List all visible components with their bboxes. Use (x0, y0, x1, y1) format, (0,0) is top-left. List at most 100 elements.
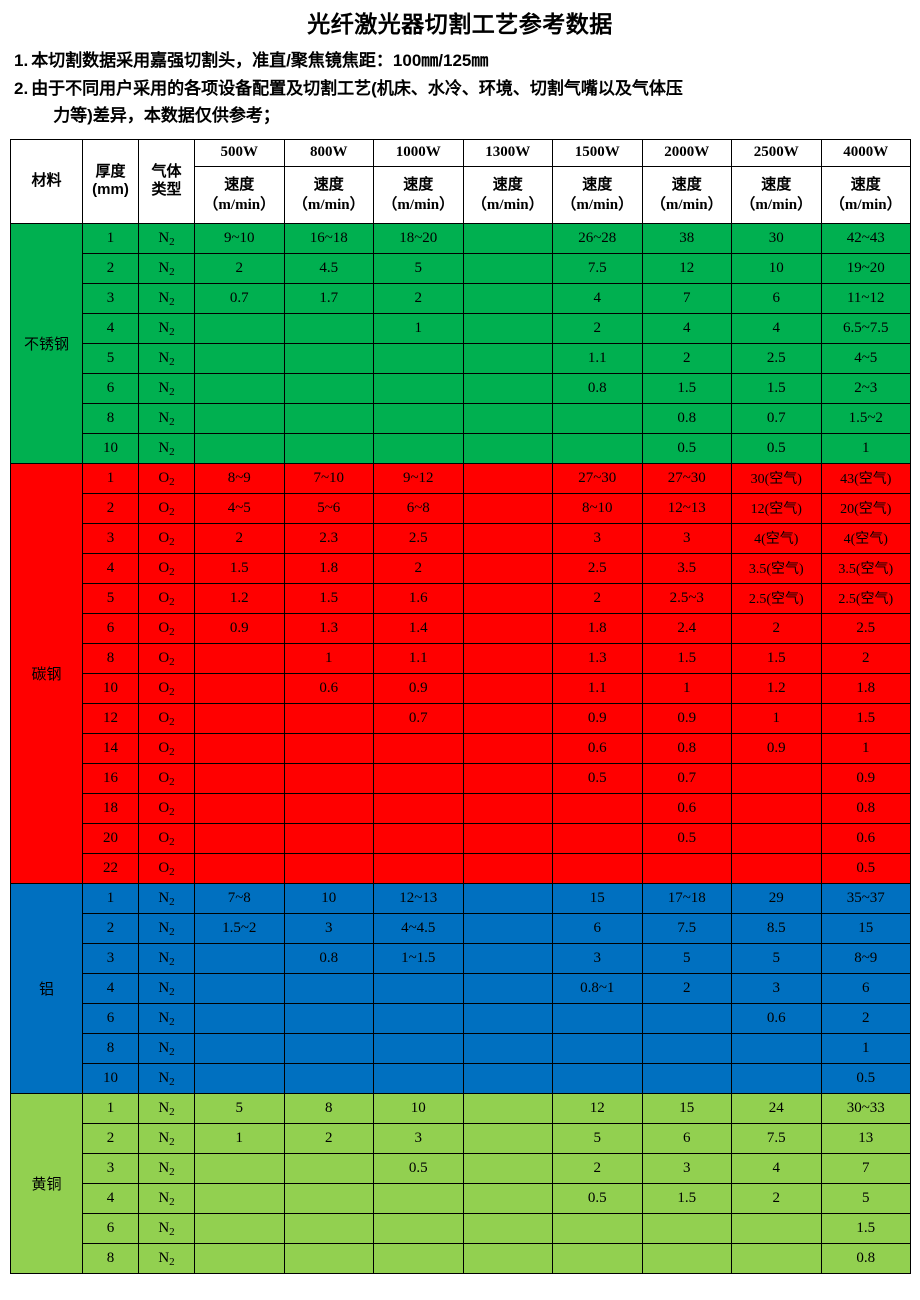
speed-cell-500w: 4~5 (194, 492, 285, 524)
speed-cell-500w (194, 1242, 285, 1274)
speed-cell-800w (283, 1242, 374, 1274)
table-row: 4 N2 1 2 4 4 6.5~7.5 (11, 312, 911, 344)
speed-cell-4000w: 1.5 (820, 1212, 911, 1244)
thickness-cell: 2 (82, 252, 139, 284)
speed-cell-2000w: 3.5 (641, 552, 732, 584)
speed-cell-800w: 1 (283, 642, 374, 674)
speed-cell-4000w: 0.8 (820, 1242, 911, 1274)
speed-cell-1000w: 0.9 (373, 672, 464, 704)
note-text-line2: 力等)差异，本数据仅供参考； (53, 105, 280, 125)
speed-cell-1000w: 18~20 (373, 222, 464, 254)
speed-cell-2500w: 30 (731, 222, 822, 254)
speed-cell-4000w: 0.6 (820, 822, 911, 854)
speed-cell-4000w: 2 (820, 642, 911, 674)
header-speed-2000w: 速度 （m/min） (641, 165, 732, 224)
speed-cell-1300w (462, 432, 553, 464)
speed-unit: （m/min） (740, 196, 813, 213)
speed-cell-500w: 1 (194, 1122, 285, 1154)
speed-cell-1300w (462, 1242, 553, 1274)
speed-cell-800w (283, 402, 374, 434)
speed-cell-1300w (462, 1182, 553, 1214)
speed-cell-2500w: 7.5 (731, 1122, 822, 1154)
speed-cell-1000w: 3 (373, 1122, 464, 1154)
speed-cell-4000w: 11~12 (820, 282, 911, 314)
speed-cell-2500w: 3.5(空气) (731, 552, 822, 584)
speed-cell-1000w (373, 1182, 464, 1214)
speed-cell-1300w (462, 462, 553, 494)
speed-cell-500w: 0.9 (194, 612, 285, 644)
table-row: 2 N2 1 2 3 5 6 7.5 13 (11, 1122, 911, 1154)
table-row: 6 N2 0.8 1.5 1.5 2~3 (11, 372, 911, 404)
speed-cell-4000w: 4~5 (820, 342, 911, 374)
speed-cell-2000w: 5 (641, 942, 732, 974)
gas-type-cell: N2 (138, 312, 195, 344)
speed-cell-1300w (462, 912, 553, 944)
thickness-cell: 5 (82, 582, 139, 614)
speed-cell-2500w (731, 1242, 822, 1274)
speed-cell-4000w: 2.5 (820, 612, 911, 644)
header-thickness: 厚度 (mm) (82, 138, 139, 224)
gas-type-cell: O2 (138, 642, 195, 674)
header-speed-800w: 速度 （m/min） (283, 165, 374, 224)
gas-type-cell: N2 (138, 1062, 195, 1094)
speed-cell-4000w: 19~20 (820, 252, 911, 284)
speed-cell-1500w (552, 402, 643, 434)
speed-cell-2000w: 2 (641, 972, 732, 1004)
speed-cell-1000w (373, 1212, 464, 1244)
speed-cell-1300w (462, 732, 553, 764)
gas-type-cell: N2 (138, 342, 195, 374)
header-power-1300w: 1300W (462, 138, 553, 167)
speed-cell-1300w (462, 822, 553, 854)
speed-cell-800w: 1.5 (283, 582, 374, 614)
speed-cell-800w: 10 (283, 882, 374, 914)
table-row: 10 N2 0.5 0.5 1 (11, 432, 911, 464)
speed-cell-1000w: 4~4.5 (373, 912, 464, 944)
speed-cell-1300w (462, 852, 553, 884)
cutting-parameters-table-wrapper: 材料 厚度 (mm) 气体 类型 500W 800W 1000W 1300W 1… (0, 135, 920, 1274)
speed-cell-1000w (373, 792, 464, 824)
speed-cell-1500w: 1.3 (552, 642, 643, 674)
speed-cell-1000w: 1~1.5 (373, 942, 464, 974)
notes-list: 1. 本切割数据采用嘉强切割头，准直/聚焦镜焦距：100㎜/125㎜ 2. 由于… (0, 42, 920, 135)
speed-cell-1000w: 6~8 (373, 492, 464, 524)
material-cell-brass: 黄铜 (10, 1092, 83, 1274)
speed-cell-500w: 1.2 (194, 582, 285, 614)
speed-cell-1500w: 1.8 (552, 612, 643, 644)
thickness-cell: 22 (82, 852, 139, 884)
speed-cell-2500w: 0.9 (731, 732, 822, 764)
speed-cell-2500w: 5 (731, 942, 822, 974)
speed-cell-800w (283, 1152, 374, 1184)
speed-cell-4000w: 20(空气) (820, 492, 911, 524)
speed-cell-1000w: 1 (373, 312, 464, 344)
gas-type-cell: O2 (138, 732, 195, 764)
speed-cell-2500w: 0.7 (731, 402, 822, 434)
thickness-cell: 10 (82, 672, 139, 704)
thickness-cell: 3 (82, 282, 139, 314)
speed-cell-1300w (462, 222, 553, 254)
speed-cell-2000w: 3 (641, 1152, 732, 1184)
speed-cell-2500w: 2.5(空气) (731, 582, 822, 614)
speed-cell-2000w (641, 1062, 732, 1094)
gas-type-cell: N2 (138, 1002, 195, 1034)
speed-cell-500w: 2 (194, 522, 285, 554)
speed-label: 速度 (492, 176, 523, 193)
header-power-500w: 500W (194, 138, 285, 167)
header-thickness-line2: (mm) (92, 181, 129, 199)
speed-cell-1500w (552, 852, 643, 884)
speed-cell-500w (194, 1212, 285, 1244)
speed-cell-1000w: 2 (373, 282, 464, 314)
speed-cell-2000w: 1.5 (641, 642, 732, 674)
table-row: 18 O2 0.6 0.8 (11, 792, 911, 824)
speed-cell-1000w: 0.5 (373, 1152, 464, 1184)
gas-type-cell: N2 (138, 942, 195, 974)
gas-type-cell: N2 (138, 1242, 195, 1274)
speed-cell-4000w: 0.8 (820, 792, 911, 824)
speed-cell-2500w: 1 (731, 702, 822, 734)
thickness-cell: 2 (82, 492, 139, 524)
speed-cell-2000w: 2.5~3 (641, 582, 732, 614)
speed-unit: （m/min） (382, 196, 455, 213)
speed-cell-2000w: 17~18 (641, 882, 732, 914)
gas-type-cell: O2 (138, 522, 195, 554)
gas-type-cell: O2 (138, 822, 195, 854)
speed-cell-2000w: 38 (641, 222, 732, 254)
